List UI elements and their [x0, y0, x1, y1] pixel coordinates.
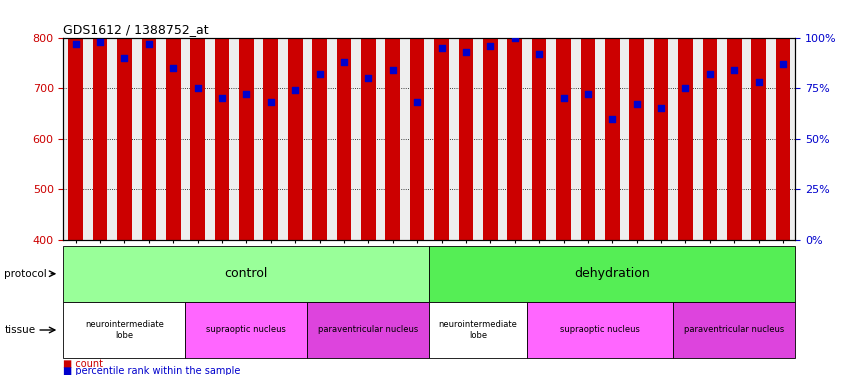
Bar: [312, 0, 327, 240]
Point: [215, 95, 228, 101]
Bar: [386, 0, 400, 240]
Bar: [239, 0, 254, 240]
Point: [142, 40, 156, 46]
Point: [630, 101, 644, 107]
Bar: [263, 0, 278, 240]
Text: ■ percentile rank within the sample: ■ percentile rank within the sample: [63, 366, 241, 375]
Bar: [409, 0, 425, 240]
Point: [264, 99, 277, 105]
Text: tissue: tissue: [4, 325, 36, 335]
Bar: [361, 0, 376, 240]
Bar: [117, 0, 132, 240]
Text: supraoptic nucleus: supraoptic nucleus: [560, 326, 640, 334]
Text: protocol: protocol: [4, 269, 47, 279]
Point: [484, 43, 497, 49]
Bar: [702, 0, 717, 240]
Bar: [629, 0, 644, 240]
Point: [532, 51, 546, 57]
Point: [410, 99, 424, 105]
Point: [777, 61, 790, 67]
Point: [338, 59, 351, 65]
Point: [728, 67, 741, 73]
Bar: [337, 0, 351, 240]
Point: [752, 79, 766, 85]
Text: neurointermediate
lobe: neurointermediate lobe: [85, 320, 164, 340]
Bar: [751, 0, 766, 240]
Bar: [141, 0, 157, 240]
Bar: [580, 0, 596, 240]
Point: [508, 34, 521, 40]
Bar: [215, 0, 229, 240]
Point: [361, 75, 375, 81]
Point: [678, 85, 692, 91]
Bar: [190, 0, 205, 240]
Point: [191, 85, 205, 91]
Point: [654, 105, 667, 111]
Bar: [483, 0, 497, 240]
Point: [167, 65, 180, 71]
Point: [118, 55, 131, 61]
Text: paraventricular nucleus: paraventricular nucleus: [318, 326, 419, 334]
Point: [93, 39, 107, 45]
Point: [313, 71, 327, 77]
Point: [459, 49, 473, 55]
Bar: [556, 0, 571, 240]
Point: [557, 95, 570, 101]
Bar: [532, 0, 547, 240]
Point: [69, 40, 82, 46]
Bar: [508, 0, 522, 240]
Bar: [727, 0, 742, 240]
Text: ■ count: ■ count: [63, 360, 103, 369]
Bar: [93, 0, 107, 240]
Text: paraventricular nucleus: paraventricular nucleus: [684, 326, 784, 334]
Text: GDS1612 / 1388752_at: GDS1612 / 1388752_at: [63, 23, 209, 36]
Bar: [776, 0, 790, 240]
Point: [386, 67, 399, 73]
Bar: [434, 0, 449, 240]
Bar: [654, 0, 668, 240]
Text: control: control: [225, 267, 268, 280]
Bar: [166, 0, 180, 240]
Point: [581, 91, 595, 97]
Text: dehydration: dehydration: [574, 267, 651, 280]
Text: supraoptic nucleus: supraoptic nucleus: [206, 326, 286, 334]
Bar: [678, 0, 693, 240]
Bar: [69, 0, 83, 240]
Point: [239, 91, 253, 97]
Point: [606, 116, 619, 122]
Point: [288, 87, 302, 93]
Bar: [605, 0, 619, 240]
Bar: [288, 0, 303, 240]
Point: [435, 45, 448, 51]
Text: neurointermediate
lobe: neurointermediate lobe: [439, 320, 518, 340]
Bar: [459, 0, 473, 240]
Point: [703, 71, 717, 77]
